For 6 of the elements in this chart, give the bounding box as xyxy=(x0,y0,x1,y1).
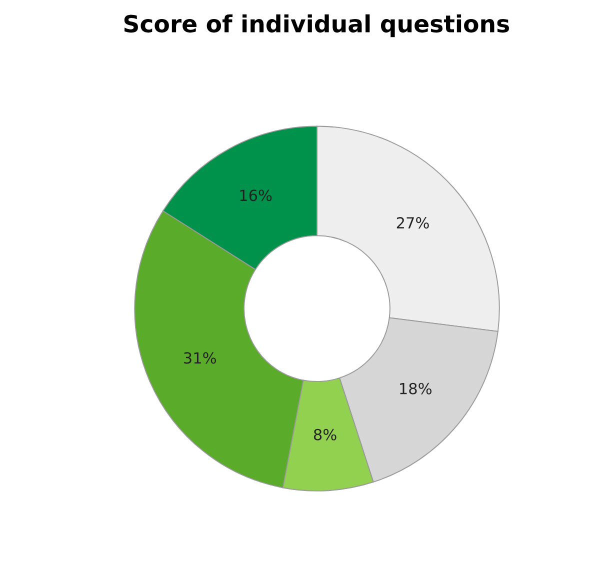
chart-title: Score of individual questions xyxy=(124,14,509,38)
data-label: 31% xyxy=(184,352,216,364)
data-label: 18% xyxy=(400,382,432,394)
data-label: 16% xyxy=(240,190,272,202)
data-label: 8% xyxy=(314,428,336,440)
data-label: 27% xyxy=(396,217,429,229)
